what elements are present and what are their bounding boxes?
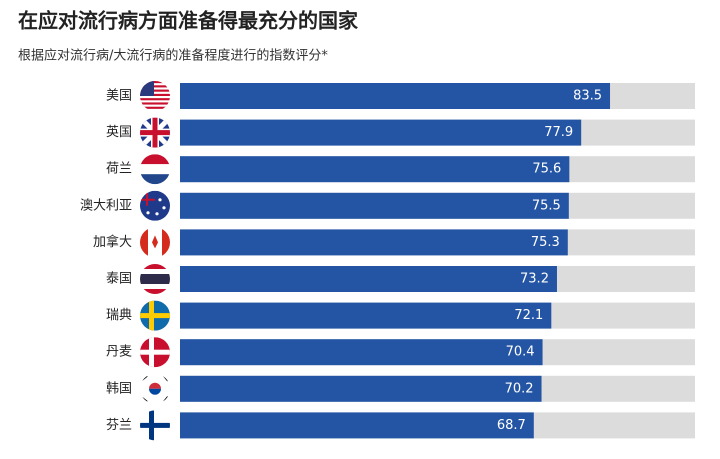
flag-part [140,349,170,355]
value-label: 77.9 [544,125,573,140]
flag [140,264,170,294]
flag-part [140,81,170,84]
flag-part [152,235,158,249]
bar [180,412,534,439]
flag-part [140,154,170,165]
bar [180,339,543,366]
category-label: 丹麦 [106,345,132,360]
flag [140,410,170,441]
flag-part [140,289,170,294]
flag-part [140,284,170,289]
category-label: 韩国 [106,381,132,396]
bar [180,229,568,256]
flag-part [140,269,170,274]
flag [140,373,170,404]
value-label: 83.5 [573,89,602,104]
flag-part [162,227,170,258]
flag-part [140,227,148,258]
category-label: 英国 [106,125,132,140]
flag-part [140,85,170,88]
flag-part [149,382,161,389]
value-label: 70.4 [506,345,535,360]
flag-part [146,211,150,215]
flag-part [140,106,170,109]
value-label: 73.2 [520,272,549,287]
flag-part [149,300,154,331]
flag-part [149,337,154,368]
flag-part [152,117,158,148]
flag-part [158,198,162,202]
flag [140,117,170,148]
bar [180,302,552,329]
flag-part [140,274,170,284]
flag-part [162,206,166,210]
category-label: 瑞典 [106,308,132,323]
value-label: 70.2 [505,381,534,396]
bar [180,192,569,219]
category-label: 泰国 [106,272,132,287]
flag [140,154,170,185]
flag-part [140,93,170,96]
category-label: 荷兰 [106,162,132,177]
flag-part [140,174,170,185]
chart-subtitle: 根据应对流行病/大流行病的准备程度进行的指数评分* [18,48,328,64]
flag-part [155,212,159,216]
value-label: 72.1 [514,308,543,323]
bar [180,375,542,402]
flag-part [140,264,170,269]
flag [140,337,170,368]
flag-part [140,98,170,101]
flag [140,227,170,258]
flag-part [140,190,155,206]
bar [180,83,611,109]
bar [180,119,582,146]
flag-part [140,313,170,319]
category-label: 芬兰 [106,418,132,433]
value-label: 68.7 [497,418,526,433]
flag [140,300,170,331]
value-label: 75.5 [532,198,561,213]
flag-part [149,388,161,395]
flag [140,81,170,109]
bar [180,156,570,183]
category-label: 美国 [106,89,132,104]
flag-part [140,164,170,175]
flag-part [140,422,170,428]
value-label: 75.6 [532,162,561,177]
flag [140,190,170,221]
category-label: 加拿大 [93,234,132,250]
flag-part [149,410,154,441]
chart-title: 在应对流行病方面准备得最充分的国家 [18,9,359,33]
value-label: 75.3 [531,235,560,250]
flag-part [140,190,170,221]
flag-part [140,89,170,92]
flag-part [140,102,170,105]
category-label: 澳大利亚 [80,197,132,213]
bar [180,266,557,292]
